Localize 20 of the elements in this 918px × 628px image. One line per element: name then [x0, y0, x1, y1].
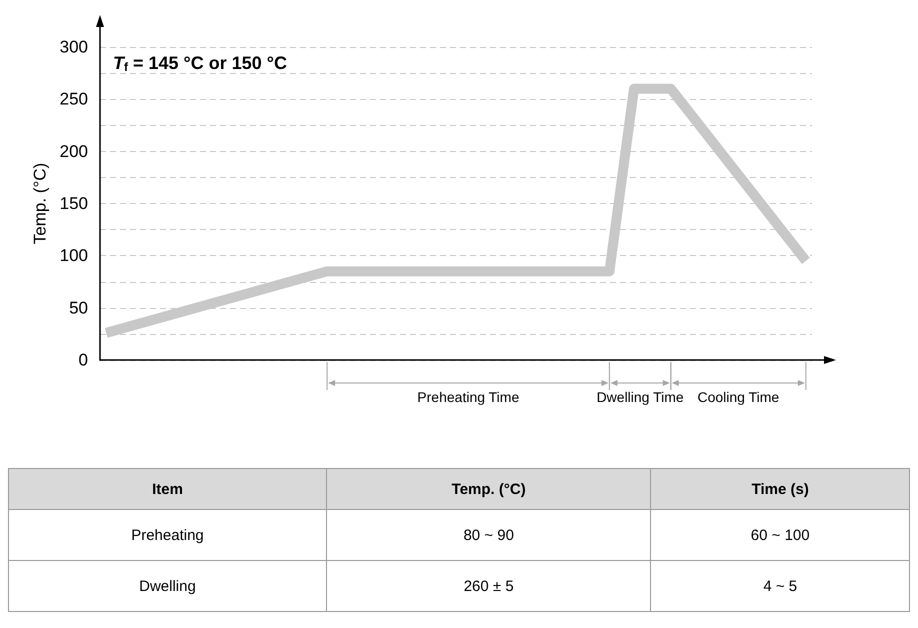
text: Dwelling Time: [596, 389, 684, 405]
text: Dwelling: [8, 560, 326, 612]
text: 260 ± 5: [326, 560, 651, 612]
y-tick-label: 50: [69, 298, 88, 318]
text: 80 ~ 90: [326, 510, 651, 560]
y-tick-label: 0: [78, 350, 88, 370]
y-tick-label: 300: [60, 38, 88, 56]
text: 60 ~ 100: [650, 510, 910, 560]
y-tick-label: 100: [60, 246, 88, 266]
y-tick-label: 200: [60, 142, 88, 161]
text: 4 ~ 5: [650, 560, 910, 612]
y-tick-label: 150: [60, 194, 88, 213]
text: Cooling Time: [697, 389, 780, 405]
text: Time (s): [650, 468, 910, 510]
text: Preheating: [8, 510, 326, 560]
y-tick-label: 250: [60, 90, 88, 109]
y-axis-title: Temp. (°C): [30, 162, 50, 244]
text: Item: [8, 468, 326, 510]
text: Preheating Time: [417, 389, 520, 405]
text: Temp. (°C): [326, 468, 651, 510]
